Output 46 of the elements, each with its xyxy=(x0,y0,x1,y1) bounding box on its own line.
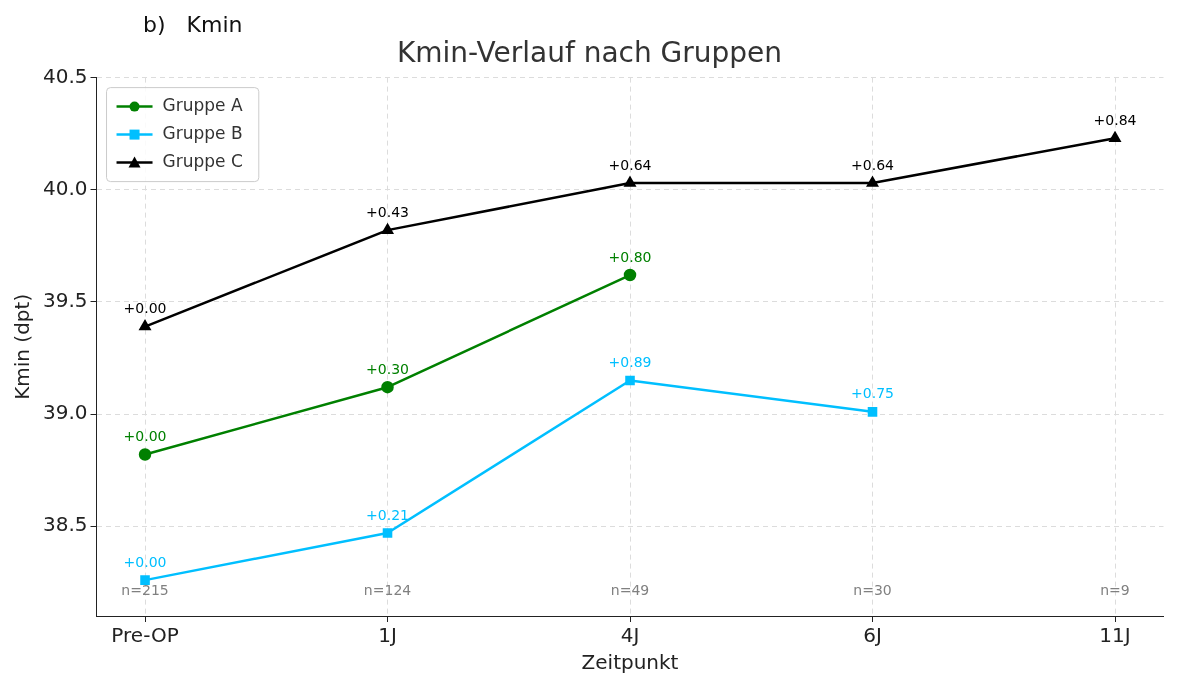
x-tick-label: 11J xyxy=(1099,623,1131,648)
y-axis-title: Kmin (dpt) xyxy=(10,293,35,400)
legend-label: Gruppe C xyxy=(162,151,243,172)
x-tick-label: Pre-OP xyxy=(111,623,179,648)
point xyxy=(139,320,151,331)
annotation: +0.21 xyxy=(366,506,409,523)
x-axis-title: Zeitpunkt xyxy=(581,650,679,675)
annotation: +0.43 xyxy=(366,203,409,220)
x-tick-label: 6J xyxy=(863,623,882,648)
annotation: n=30 xyxy=(853,581,892,598)
y-tick-label: 40.5 xyxy=(43,63,88,88)
annotation: n=124 xyxy=(363,581,412,598)
annotation: +0.00 xyxy=(123,553,167,570)
legend-label: Gruppe A xyxy=(162,95,243,116)
annotation: +0.64 xyxy=(851,156,895,173)
annotation: +0.30 xyxy=(366,360,409,377)
annotation: +0.80 xyxy=(608,248,652,265)
y-tick-label: 38.5 xyxy=(43,512,88,537)
point xyxy=(623,268,637,282)
point xyxy=(138,448,152,461)
point xyxy=(382,528,393,538)
point xyxy=(624,176,636,187)
point xyxy=(381,223,394,234)
annotation: +0.00 xyxy=(123,300,167,317)
x-tick-label: 4J xyxy=(620,623,640,648)
annotation: +0.89 xyxy=(608,354,652,371)
legend-label: Gruppe B xyxy=(162,123,243,144)
annotation: n=49 xyxy=(610,581,650,598)
y-tick-label: 40.0 xyxy=(43,175,88,200)
annotation: +0.00 xyxy=(123,428,167,445)
y-tick-label: 39.0 xyxy=(43,400,88,425)
x-tick-label: 1J xyxy=(378,623,397,648)
point xyxy=(625,375,635,386)
annotation: +0.75 xyxy=(851,385,894,402)
annotation: +0.84 xyxy=(1093,111,1137,128)
y-tick-label: 39.5 xyxy=(43,288,88,313)
point xyxy=(1109,131,1121,142)
chart-title: Kmin-Verlauf nach Gruppen xyxy=(396,36,783,70)
point xyxy=(866,176,879,187)
text: b) Kmin xyxy=(143,12,243,37)
annotation: n=215 xyxy=(121,581,169,598)
annotation: n=9 xyxy=(1100,581,1130,598)
point xyxy=(140,575,150,585)
point xyxy=(867,407,878,417)
point xyxy=(381,380,394,394)
annotation: +0.64 xyxy=(608,156,652,173)
